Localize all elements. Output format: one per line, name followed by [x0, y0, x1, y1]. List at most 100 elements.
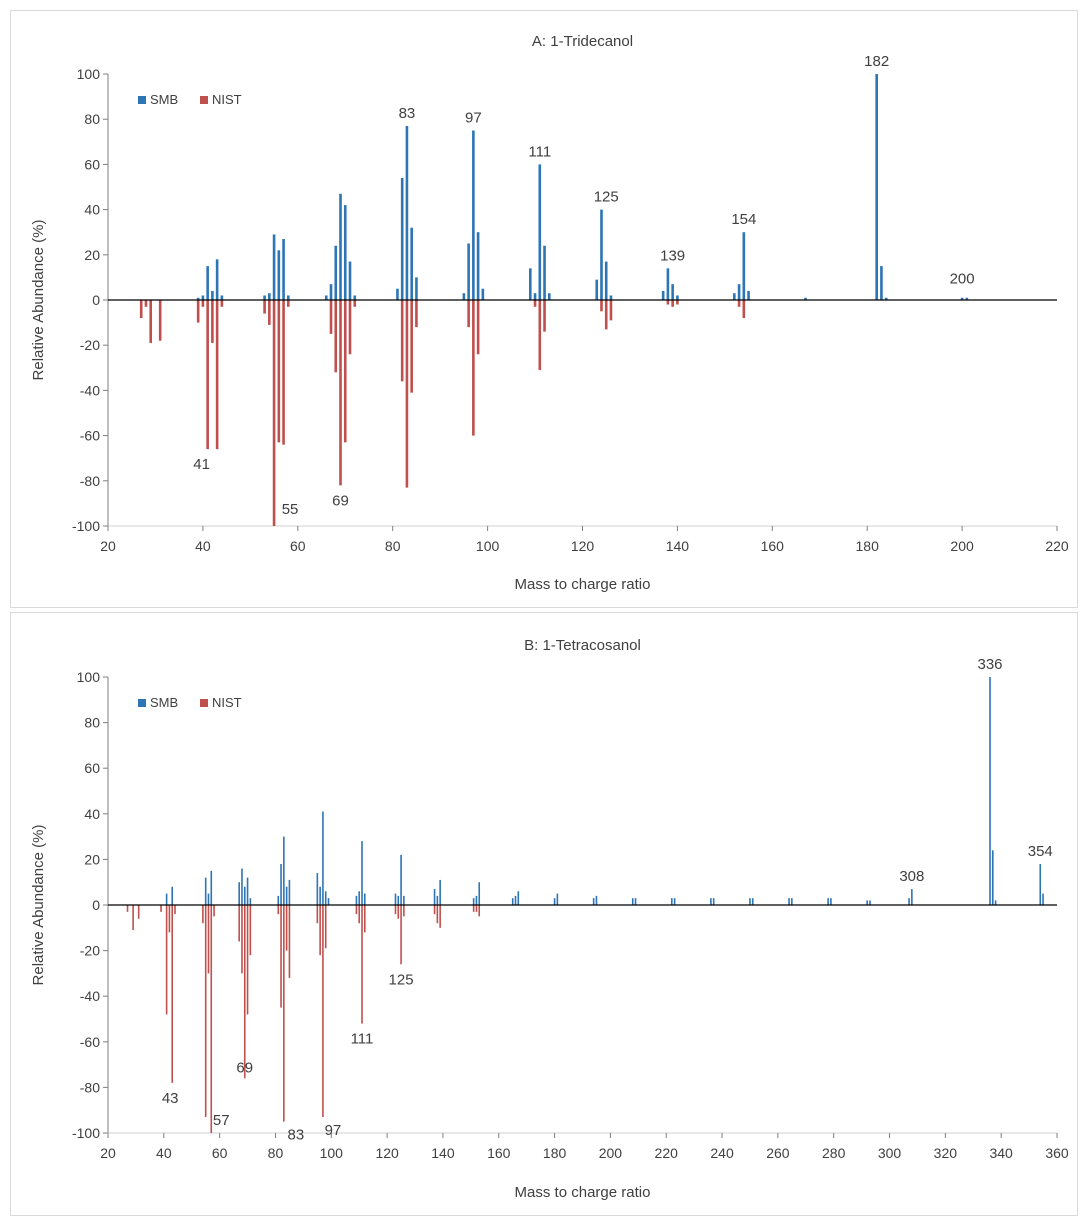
chart-a-bar-smb: [804, 297, 807, 300]
chart-b-bar-nist: [204, 905, 207, 1118]
chart-a-bar-nist: [415, 300, 418, 328]
chart-b-x-tick-label: 340: [989, 1145, 1013, 1161]
chart-b-x-tick-label: 40: [156, 1145, 172, 1161]
chart-b-bar-smb: [207, 893, 210, 905]
chart-b-x-tick-label: 180: [543, 1145, 567, 1161]
chart-b-bar-nist: [363, 905, 366, 933]
chart-b-bar-smb: [165, 893, 168, 905]
chart-a-bar-smb: [671, 284, 674, 300]
chart-a-bar-smb: [215, 259, 219, 300]
chart-a-x-tick-label: 220: [1045, 538, 1069, 554]
chart-a-bar-smb: [547, 293, 551, 300]
chart-b-y-tick-label: 40: [84, 806, 100, 822]
chart-a-bar-smb: [609, 295, 613, 300]
chart-b-bar-nist: [126, 905, 129, 912]
chart-b-y-tick-label: -40: [80, 988, 100, 1004]
chart-b-bar-smb: [553, 898, 556, 905]
chart-a-bar-nist: [353, 300, 357, 307]
chart-b-bar-nist: [285, 905, 288, 951]
chart-b-peak-label: 125: [389, 971, 414, 988]
chart-a-bar-smb: [462, 293, 466, 300]
chart-b-x-tick-label: 120: [375, 1145, 399, 1161]
chart-b-bar-smb: [791, 898, 793, 905]
chart-b-bar-smb: [249, 898, 252, 905]
chart-a-bar-smb: [400, 177, 404, 300]
chart-a-x-tick-label: 80: [385, 538, 401, 554]
chart-a-bar-nist: [666, 300, 670, 305]
chart-a-y-tick-label: -20: [80, 337, 100, 353]
chart-b-bar-nist: [288, 905, 291, 978]
chart-a-bar-nist: [538, 300, 542, 371]
chart-a-title: A: 1-Tridecanol: [532, 33, 633, 50]
chart-b-bar-nist: [168, 905, 171, 933]
chart-b-y-tick-label: 20: [84, 851, 100, 867]
chart-b-legend-label-smb: SMB: [150, 695, 178, 710]
chart-b-bar-smb: [403, 895, 405, 905]
chart-b-bar-smb: [595, 895, 598, 905]
chart-b-bar-smb: [673, 898, 676, 905]
chart-a-peak-label: 139: [660, 247, 685, 264]
chart-a-x-tick-label: 140: [666, 538, 690, 554]
chart-a-bar-nist: [272, 300, 276, 526]
chart-a-bar-nist: [676, 300, 679, 305]
chart-b-bar-smb: [989, 677, 991, 905]
chart-b-x-tick-label: 100: [320, 1145, 344, 1161]
chart-b-bar-smb: [210, 870, 213, 905]
chart-b-bar-smb: [361, 841, 363, 905]
chart-a-bar-smb: [211, 290, 214, 300]
chart-b-x-tick-label: 80: [268, 1145, 284, 1161]
chart-a-y-tick-label: -60: [80, 428, 100, 444]
chart-a-bar-smb: [875, 74, 878, 300]
chart-b-bar-nist: [132, 905, 134, 931]
chart-b-bar-smb: [475, 895, 478, 905]
chart-a-bar-nist: [737, 300, 741, 307]
chart-b-svg: B: 1-Tetracosanol -100 -80 -60 -40 -20 0 20 40 60…: [30, 637, 1069, 1201]
chart-a-bar-nist: [268, 300, 271, 325]
chart-a-x-tick-label: 180: [856, 538, 880, 554]
chart-a-bar-smb: [476, 232, 480, 300]
chart-b-bar-nist: [324, 905, 327, 949]
chart-b-bar-nist: [246, 905, 249, 1015]
chart-a-bar-smb: [334, 245, 338, 300]
chart-a-bar-smb: [481, 288, 485, 300]
chart-b-y-tick-label: -20: [80, 943, 100, 959]
chart-b-bar-nist: [241, 905, 243, 974]
chart-b-peak-label: 336: [977, 656, 1002, 673]
chart-b-x-axis-label: Mass to charge ratio: [515, 1184, 651, 1201]
chart-b-peak-label: 57: [213, 1112, 230, 1129]
chart-a-bar-smb: [287, 295, 290, 300]
chart-b-bar-nist: [238, 905, 240, 942]
chart-b-bar-nist: [400, 905, 402, 965]
chart-b-bar-smb: [397, 895, 400, 905]
chart-a-bar-smb: [410, 227, 413, 300]
chart-a-bar-smb: [396, 288, 399, 300]
chart-b-bar-smb: [283, 836, 285, 905]
chart-b-bar-nist: [165, 905, 168, 1015]
chart-a-peak-label: 41: [193, 456, 210, 473]
chart-a-bar-smb: [472, 130, 475, 300]
chart-b-y-tick-label: 0: [92, 897, 100, 913]
chart-b-bar-smb: [1039, 863, 1042, 905]
chart-b-bar-smb: [908, 898, 910, 905]
chart-b-x-tick-label: 280: [822, 1145, 846, 1161]
chart-a-peak-label: 97: [465, 110, 482, 127]
chart-a-legend-swatch-smb: [138, 96, 146, 104]
chart-b-peak-label: 69: [236, 1059, 253, 1076]
chart-b-bar-nist: [322, 905, 324, 1118]
chart-a-y-tick-label: 0: [92, 292, 100, 308]
chart-a-x-tick-label: 40: [195, 538, 211, 554]
chart-b-y-axis-label: Relative Abundance (%): [30, 825, 47, 986]
chart-b-bar-smb: [749, 898, 751, 905]
chart-b-bar-smb: [671, 898, 673, 905]
chart-a-bar-smb: [405, 125, 409, 300]
chart-b-x-tick-label: 260: [766, 1145, 790, 1161]
chart-b-bar-smb: [280, 863, 282, 905]
chart-a-y-tick-label: 60: [84, 156, 100, 172]
chart-a-bar-smb: [277, 250, 281, 300]
chart-a-bar-smb: [282, 238, 285, 300]
chart-b-bar-nist: [439, 905, 441, 928]
chart-b-y-tick-label: -60: [80, 1034, 100, 1050]
chart-a-y-tick-label: 40: [84, 202, 100, 218]
chart-a-peak-label: 69: [332, 492, 349, 509]
chart-a-bar-nist: [282, 300, 285, 445]
